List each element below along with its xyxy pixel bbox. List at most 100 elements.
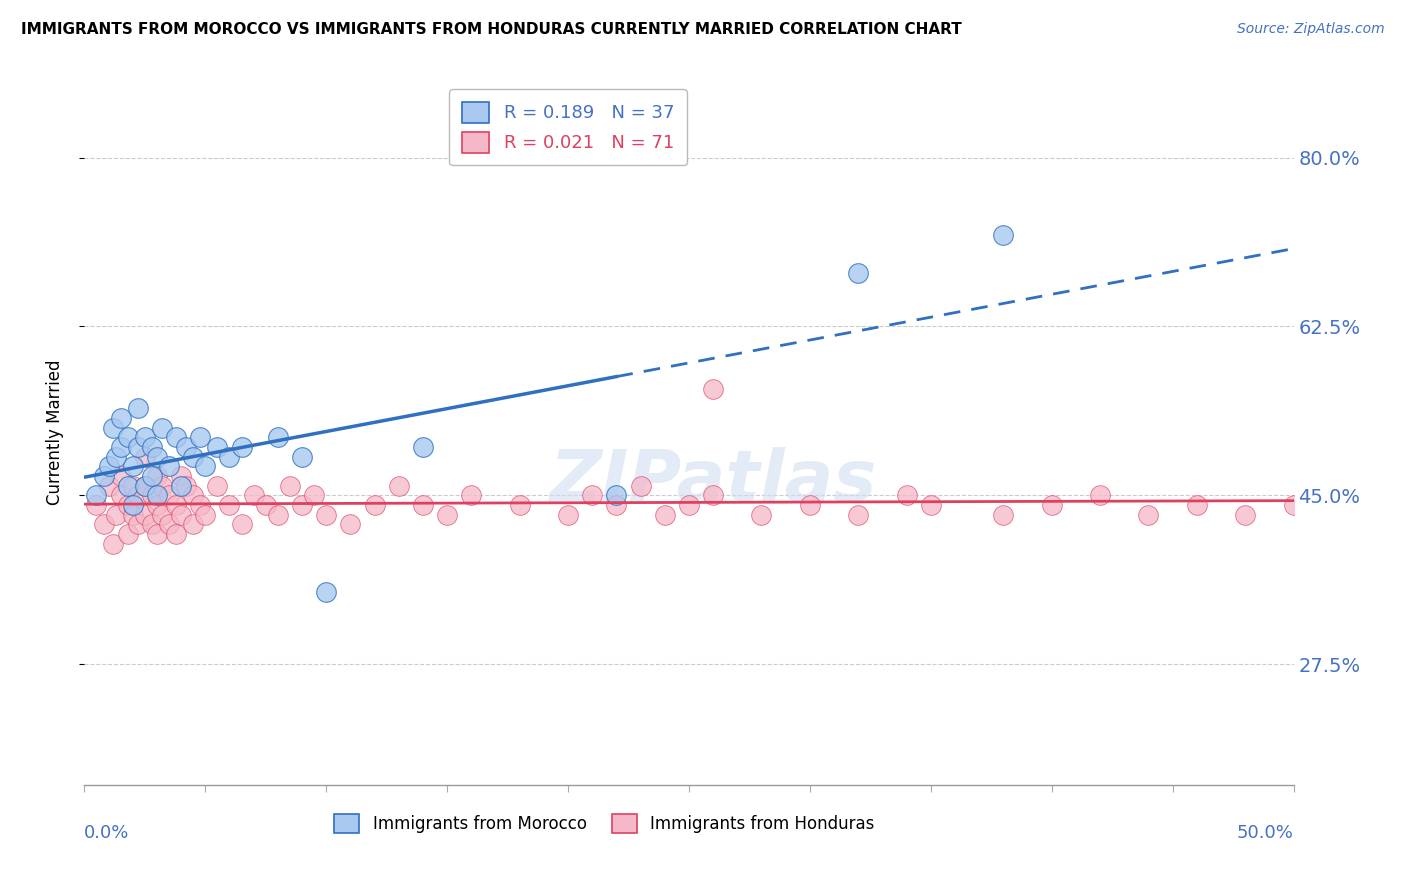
Point — [103, 536, 125, 550]
Point — [117, 498, 139, 512]
Point — [86, 488, 108, 502]
Point — [267, 430, 290, 444]
Point — [146, 498, 169, 512]
Point — [117, 430, 139, 444]
Point — [896, 488, 918, 502]
Point — [127, 517, 149, 532]
Point — [103, 421, 125, 435]
Point — [150, 421, 173, 435]
Point — [117, 479, 139, 493]
Point — [157, 517, 180, 532]
Point — [104, 508, 127, 522]
Point — [436, 508, 458, 522]
Point — [150, 508, 173, 522]
Point — [194, 459, 217, 474]
Point — [146, 527, 169, 541]
Point — [134, 479, 156, 493]
Point — [121, 479, 143, 493]
Point — [339, 517, 361, 532]
Point — [630, 479, 652, 493]
Point — [157, 488, 180, 502]
Point — [174, 440, 197, 454]
Point — [799, 498, 821, 512]
Text: Source: ZipAtlas.com: Source: ZipAtlas.com — [1237, 22, 1385, 37]
Point — [181, 488, 204, 502]
Point — [678, 498, 700, 512]
Point — [315, 585, 337, 599]
Point — [1040, 498, 1063, 512]
Point — [165, 430, 187, 444]
Point — [1137, 508, 1160, 522]
Point — [190, 498, 212, 512]
Point — [231, 517, 253, 532]
Point — [388, 479, 411, 493]
Point — [134, 479, 156, 493]
Point — [165, 527, 187, 541]
Point — [174, 479, 197, 493]
Point — [97, 459, 120, 474]
Point — [190, 430, 212, 444]
Point — [110, 488, 132, 502]
Point — [1234, 508, 1257, 522]
Point — [170, 508, 193, 522]
Point — [363, 498, 385, 512]
Point — [141, 440, 163, 454]
Point — [93, 517, 115, 532]
Y-axis label: Currently Married: Currently Married — [45, 359, 63, 506]
Point — [218, 450, 240, 464]
Text: 50.0%: 50.0% — [1237, 823, 1294, 841]
Point — [121, 459, 143, 474]
Text: ZIPatlas: ZIPatlas — [550, 448, 877, 516]
Point — [846, 508, 869, 522]
Point — [702, 382, 724, 396]
Point — [920, 498, 942, 512]
Legend: Immigrants from Morocco, Immigrants from Honduras: Immigrants from Morocco, Immigrants from… — [328, 807, 882, 840]
Point — [181, 517, 204, 532]
Point — [242, 488, 264, 502]
Point — [110, 469, 132, 483]
Point — [278, 479, 301, 493]
Point — [127, 488, 149, 502]
Point — [267, 508, 290, 522]
Point — [146, 469, 169, 483]
Point — [121, 498, 143, 512]
Point — [207, 440, 229, 454]
Point — [194, 508, 217, 522]
Point — [605, 488, 627, 502]
Point — [605, 498, 627, 512]
Point — [170, 469, 193, 483]
Point — [117, 527, 139, 541]
Point — [291, 450, 314, 464]
Point — [141, 488, 163, 502]
Point — [110, 411, 132, 425]
Point — [127, 401, 149, 416]
Text: IMMIGRANTS FROM MOROCCO VS IMMIGRANTS FROM HONDURAS CURRENTLY MARRIED CORRELATIO: IMMIGRANTS FROM MOROCCO VS IMMIGRANTS FR… — [21, 22, 962, 37]
Point — [846, 266, 869, 280]
Point — [291, 498, 314, 512]
Point — [412, 440, 434, 454]
Point — [150, 479, 173, 493]
Point — [93, 469, 115, 483]
Point — [207, 479, 229, 493]
Point — [460, 488, 482, 502]
Point — [557, 508, 579, 522]
Point — [702, 488, 724, 502]
Point — [181, 450, 204, 464]
Point — [218, 498, 240, 512]
Point — [146, 488, 169, 502]
Point — [581, 488, 603, 502]
Point — [993, 508, 1015, 522]
Point — [86, 498, 108, 512]
Point — [127, 440, 149, 454]
Text: 0.0%: 0.0% — [84, 823, 129, 841]
Point — [1282, 498, 1305, 512]
Point — [134, 450, 156, 464]
Point — [231, 440, 253, 454]
Point — [165, 498, 187, 512]
Point — [104, 450, 127, 464]
Point — [110, 440, 132, 454]
Point — [412, 498, 434, 512]
Point — [97, 479, 120, 493]
Point — [302, 488, 325, 502]
Point — [134, 430, 156, 444]
